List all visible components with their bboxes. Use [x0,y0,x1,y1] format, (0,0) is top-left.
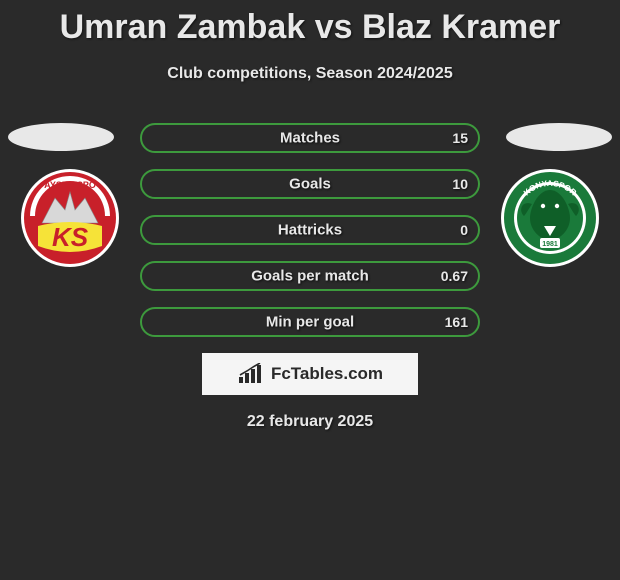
svg-text:KS: KS [52,222,89,252]
brand-box[interactable]: FcTables.com [202,353,418,395]
stat-label: Matches [280,130,340,147]
stat-value-right: 10 [452,176,468,192]
stat-label: Hattricks [278,222,342,239]
svg-text:1981: 1981 [542,241,558,248]
stat-row-matches: Matches 15 [140,123,480,153]
svg-text:AYSERISPO: AYSERISPO [44,180,96,190]
date-line: 22 february 2025 [0,413,620,431]
stat-row-gpm: Goals per match 0.67 [140,261,480,291]
stat-row-goals: Goals 10 [140,169,480,199]
stat-value-right: 0 [460,222,468,238]
stat-value-right: 161 [445,314,468,330]
stat-row-mpg: Min per goal 161 [140,307,480,337]
club-logo-left: AYSERISPO KS [20,168,120,268]
stat-value-right: 15 [452,130,468,146]
brand-text: FcTables.com [271,364,383,384]
stat-rows: Matches 15 Goals 10 Hattricks 0 Goals pe… [140,123,480,337]
page-title: Umran Zambak vs Blaz Kramer [0,0,620,47]
stat-value-right: 0.67 [441,268,468,284]
player-marker-right [506,123,612,151]
club-logo-right: 1981 KONYASPOR [500,168,600,268]
subtitle: Club competitions, Season 2024/2025 [0,65,620,83]
player-marker-left [8,123,114,151]
stat-row-hattricks: Hattricks 0 [140,215,480,245]
stat-label: Min per goal [266,314,354,331]
stat-label: Goals [289,176,331,193]
kayserispor-badge-icon: AYSERISPO KS [20,168,120,268]
stat-label: Goals per match [251,268,369,285]
konyaspor-badge-icon: 1981 KONYASPOR [500,168,600,268]
comparison-area: AYSERISPO KS 1981 KONYASPOR [0,123,620,337]
bar-chart-icon [237,363,265,385]
